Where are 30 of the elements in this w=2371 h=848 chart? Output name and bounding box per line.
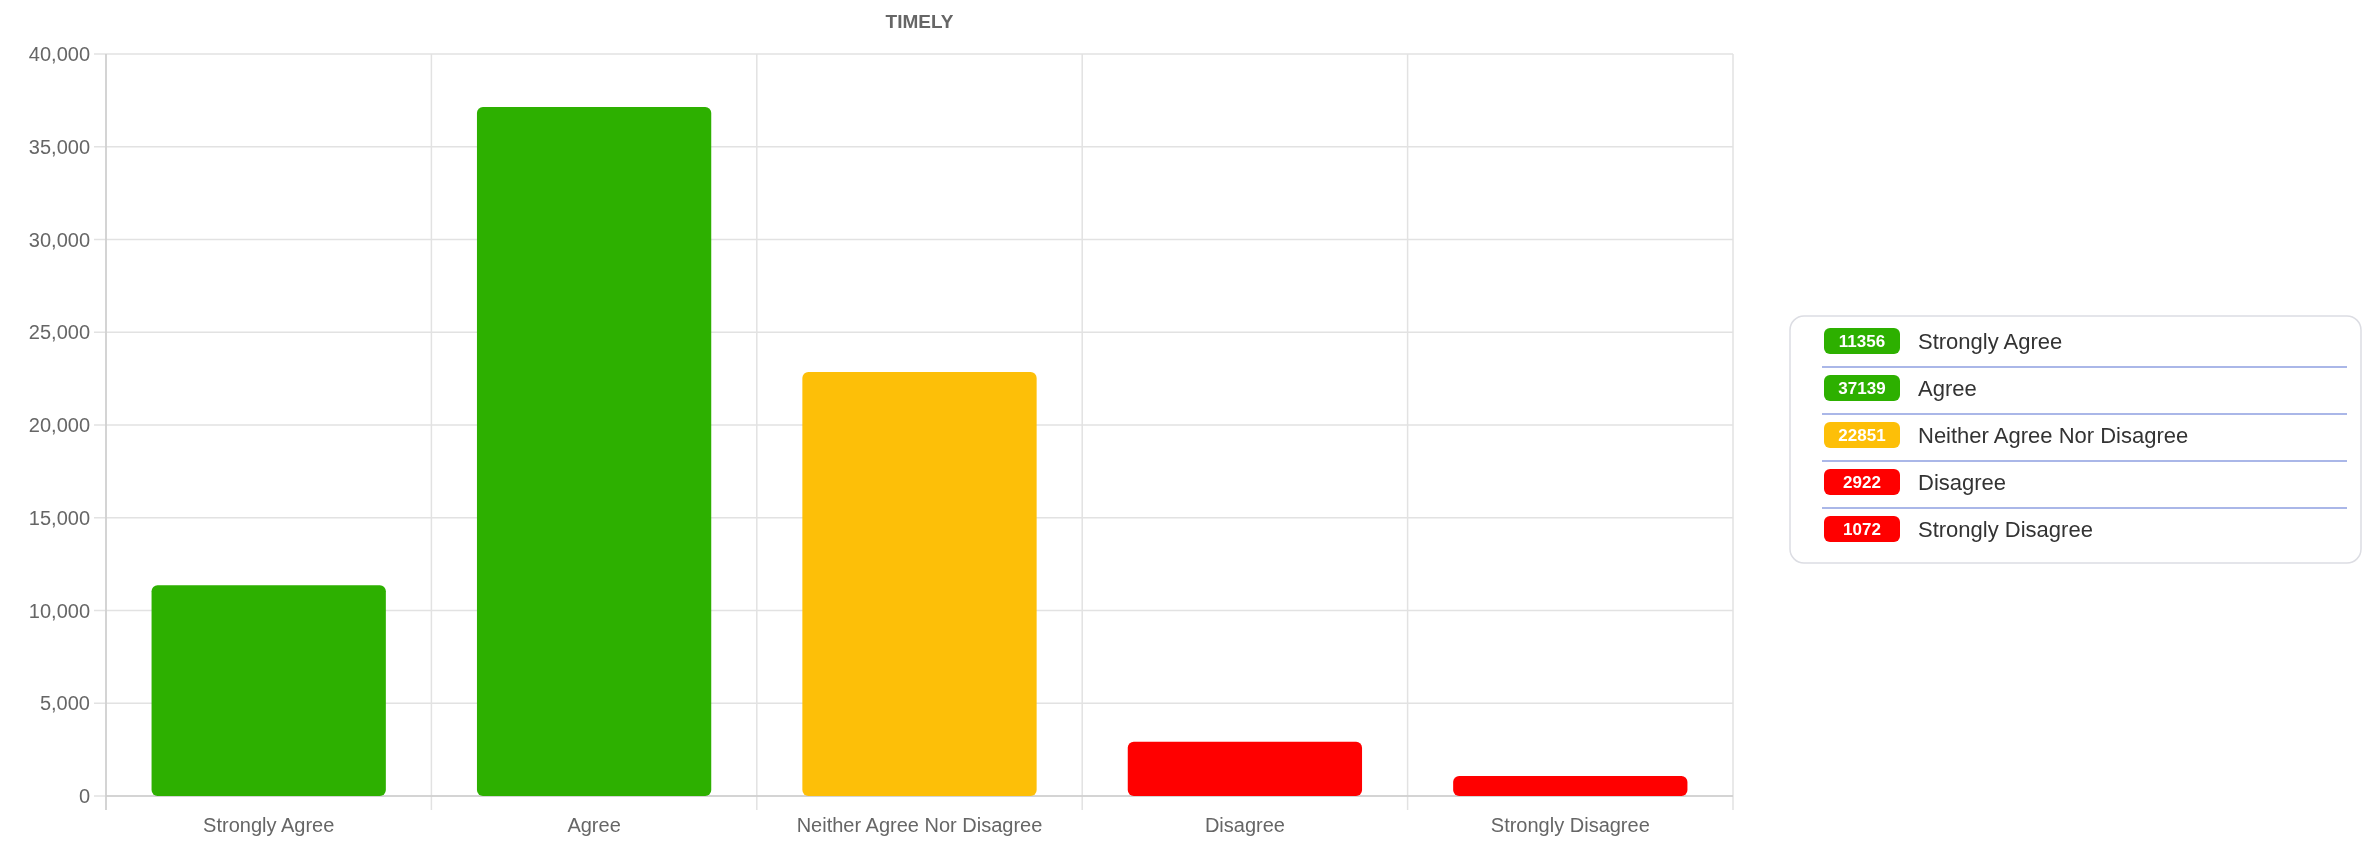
x-tick-label: Strongly Agree <box>203 814 335 836</box>
y-tick-label: 10,000 <box>28 599 90 622</box>
x-tick-label: Agree <box>567 814 621 836</box>
bar <box>476 107 712 796</box>
y-tick-label: 25,000 <box>28 321 90 344</box>
category-label: Disagree <box>1918 469 2007 495</box>
bar <box>151 585 386 796</box>
data-label: 1072 <box>1843 519 1881 539</box>
y-tick-label: 40,000 <box>28 43 90 65</box>
y-tick-label: 0 <box>78 785 90 807</box>
y-tick-label: 30,000 <box>28 228 90 251</box>
bar <box>802 372 1037 796</box>
category-label: Strongly Disagree <box>1918 516 2093 542</box>
y-tick-label: 15,000 <box>28 506 90 529</box>
x-tick-label: Disagree <box>1204 814 1285 836</box>
chart-title: TIMELY <box>885 11 954 32</box>
bar <box>1453 776 1688 796</box>
x-tick-label: Neither Agree Nor Disagree <box>796 814 1043 836</box>
y-tick-label: 20,000 <box>28 414 90 436</box>
category-label: Neither Agree Nor Disagree <box>1918 422 2189 448</box>
bar <box>1127 741 1363 796</box>
data-label: 37139 <box>1838 378 1886 398</box>
category-label: Agree <box>1918 375 1977 401</box>
data-label: 2922 <box>1843 472 1881 492</box>
y-tick-label: 5,000 <box>39 692 90 715</box>
y-tick-label: 35,000 <box>28 135 90 158</box>
data-label: 11356 <box>1838 331 1886 351</box>
category-label: Strongly Agree <box>1918 328 2063 354</box>
x-tick-label: Strongly Disagree <box>1490 814 1650 836</box>
data-label: 22851 <box>1838 425 1886 445</box>
